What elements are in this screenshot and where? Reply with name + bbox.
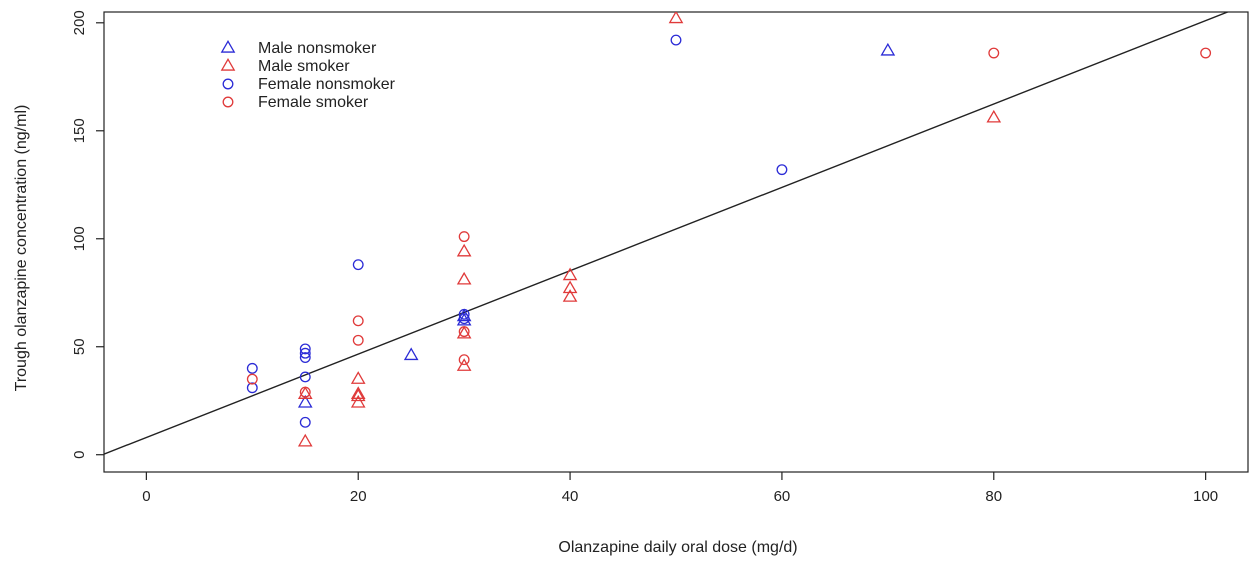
- male-nonsmoker-point: [297, 394, 313, 408]
- male-smoker-point: [668, 12, 684, 24]
- legend-marker-female-nonsmoker: [222, 78, 234, 90]
- female-nonsmoker-point: [458, 313, 470, 325]
- male-smoker-point: [562, 280, 578, 294]
- male-smoker-point: [297, 386, 313, 399]
- female-smoker-point: [458, 231, 470, 243]
- y-axis: 0 50 100 150 200: [71, 10, 104, 459]
- male-smoker-point: [562, 289, 578, 302]
- x-tick-label: 100: [1193, 488, 1218, 505]
- x-tick-label: 40: [562, 488, 579, 505]
- female-nonsmoker-point: [299, 343, 311, 355]
- male-smoker-point: [456, 243, 472, 257]
- legend-marker-male-nonsmoker: [220, 40, 236, 53]
- legend-label: Male nonsmoker: [258, 40, 377, 57]
- legend-label: Female nonsmoker: [258, 76, 396, 93]
- male-smoker-point: [350, 371, 366, 384]
- x-tick-label: 80: [985, 488, 1002, 505]
- female-smoker-point: [352, 334, 364, 346]
- female-smoker-point: [458, 326, 470, 338]
- male-smoker-point: [350, 386, 366, 399]
- female-smoker-point: [352, 315, 364, 327]
- female-smoker-point: [458, 354, 470, 366]
- male-smoker-point: [986, 109, 1002, 123]
- regression-line: [104, 12, 1230, 455]
- y-tick-label: 200: [71, 10, 88, 35]
- female-nonsmoker-point: [299, 371, 311, 383]
- female-nonsmoker-point: [246, 362, 258, 374]
- female-smoker-point: [1200, 47, 1212, 59]
- legend-marker-male-smoker: [220, 58, 236, 71]
- female-smoker-point: [299, 386, 311, 398]
- x-axis: 0 20 40 60 80 100: [142, 472, 1218, 505]
- y-tick-label: 100: [71, 226, 88, 251]
- x-tick-label: 20: [350, 488, 367, 505]
- female-smoker-point: [246, 373, 258, 385]
- female-nonsmoker-point: [299, 347, 311, 359]
- legend-label: Male smoker: [258, 58, 350, 75]
- male-smoker-point: [456, 325, 472, 339]
- female-smoker-point: [988, 47, 1000, 59]
- male-smoker-point: [456, 358, 472, 371]
- data-points: [246, 12, 1212, 447]
- female-nonsmoker-point: [776, 164, 788, 176]
- y-tick-label: 0: [71, 451, 88, 459]
- y-axis-title: Trough olanzapine concentration (ng/ml): [13, 105, 30, 392]
- regression-line-group: [104, 12, 1230, 455]
- male-nonsmoker-point: [456, 312, 472, 326]
- y-tick-label: 50: [71, 338, 88, 355]
- legend-label: Female smoker: [258, 94, 369, 111]
- male-smoker-point: [297, 433, 313, 447]
- male-nonsmoker-point: [880, 42, 896, 56]
- male-smoker-point: [350, 388, 366, 402]
- male-smoker-point: [350, 394, 366, 408]
- x-axis-title: Olanzapine daily oral dose (mg/d): [558, 539, 797, 556]
- legend-marker-female-smoker: [222, 96, 234, 108]
- x-tick-label: 60: [774, 488, 791, 505]
- y-tick-label: 150: [71, 118, 88, 143]
- female-nonsmoker-point: [458, 308, 470, 320]
- female-nonsmoker-point: [670, 34, 682, 46]
- male-nonsmoker-point: [403, 347, 419, 361]
- female-nonsmoker-point: [246, 382, 258, 394]
- female-nonsmoker-point: [352, 259, 364, 271]
- male-smoker-point: [562, 267, 578, 281]
- male-smoker-point: [456, 271, 472, 285]
- female-nonsmoker-point: [299, 352, 311, 363]
- x-tick-label: 0: [142, 488, 150, 505]
- female-nonsmoker-point: [299, 416, 311, 428]
